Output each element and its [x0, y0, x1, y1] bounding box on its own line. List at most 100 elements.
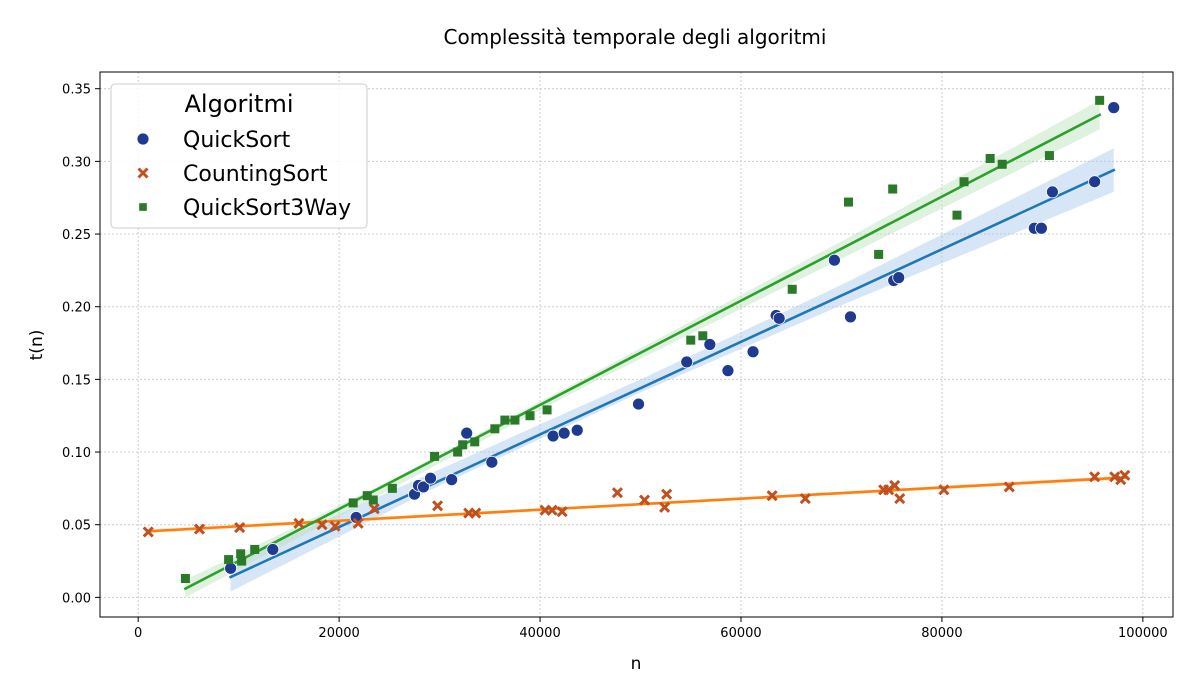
quicksort-point	[632, 397, 645, 411]
quicksort-point	[266, 543, 280, 556]
quicksort3way-point	[500, 415, 510, 425]
quicksort3way-point	[874, 249, 884, 259]
countingsort-point	[193, 523, 206, 535]
countingsort-point	[638, 494, 651, 506]
countingsort-point	[316, 519, 328, 531]
quicksort-legend-label: QuickSort	[183, 128, 291, 153]
quicksort3way-point	[368, 495, 378, 505]
quicksort3way-point	[888, 184, 898, 194]
quicksort3way-point	[236, 549, 246, 559]
quicksort-point	[892, 271, 906, 285]
x-tick-label: 80000	[921, 626, 962, 641]
quicksort-point	[844, 310, 857, 324]
y-tick-label: 0.35	[62, 83, 91, 98]
legend: Algoritmi QuickSortCountingSortQuickSort…	[110, 83, 368, 229]
x-tick-label: 20000	[318, 626, 359, 641]
x-tick-label: 60000	[720, 626, 761, 641]
countingsort-legend-label: CountingSort	[183, 162, 328, 187]
y-tick-label: 0.10	[62, 446, 91, 461]
quicksort3way-point	[985, 153, 995, 163]
y-axis-ticks: 0.00 0.05 0.10 0.15 0.20 0.25 0.30 0.35	[62, 83, 100, 606]
countingsort-point	[938, 484, 950, 496]
quicksort-point	[1034, 221, 1048, 235]
quicksort-point	[1088, 175, 1102, 189]
y-tick-label: 0.30	[62, 155, 91, 170]
quicksort3way-point	[430, 451, 440, 461]
quicksort-point	[424, 471, 437, 485]
quicksort-point	[1107, 101, 1121, 115]
quicksort-point	[460, 426, 474, 440]
quicksort-point	[224, 561, 238, 575]
quicksort3way-point	[997, 159, 1007, 169]
quicksort3way-point	[387, 483, 397, 493]
quicksort3way-confidence-band	[185, 100, 1100, 598]
quicksort3way-point	[453, 447, 463, 457]
countingsort-point	[142, 526, 154, 538]
quicksort3way-point	[525, 411, 535, 421]
quicksort3way-point	[952, 210, 962, 220]
quicksort3way-point	[787, 284, 797, 294]
quicksort3way-legend-label: QuickSort3Way	[183, 196, 351, 221]
countingsort-point	[1109, 471, 1121, 483]
quicksort3way-point	[1095, 95, 1105, 105]
countingsort-point	[766, 490, 778, 502]
quicksort-point	[445, 473, 459, 487]
countingsort-point	[894, 492, 906, 505]
countingsort-point	[234, 522, 246, 534]
y-axis-label: t(n)	[27, 330, 47, 361]
x-tick-label: 100000	[1118, 626, 1168, 641]
plot-frame	[99, 71, 1174, 618]
countingsort-point	[659, 501, 671, 513]
quicksort-fit-line	[228, 168, 1116, 579]
quicksort3way-point	[458, 440, 468, 450]
quicksort-legend-marker	[136, 132, 150, 146]
y-tick-label: 0.25	[62, 228, 91, 243]
quicksort3way-point	[959, 177, 969, 187]
x-axis-ticks: 0 20000 40000 60000 80000 100000	[134, 617, 1168, 641]
y-tick-label: 0.05	[62, 519, 91, 534]
quicksort3way-point	[698, 331, 708, 341]
y-tick-label: 0.15	[62, 373, 91, 388]
quicksort-point	[1046, 185, 1059, 199]
quicksort3way-point	[686, 335, 696, 345]
x-tick-label: 0	[134, 626, 142, 641]
y-tick-label: 0.20	[62, 301, 91, 316]
quicksort-point	[485, 455, 499, 469]
countingsort-point	[368, 503, 380, 515]
chart-title: Complessità temporale degli algoritmi	[444, 25, 827, 49]
countingsort-point	[556, 506, 568, 518]
countingsort-point	[470, 507, 482, 519]
quicksort-point	[721, 364, 735, 378]
countingsort-point	[546, 504, 558, 516]
quicksort3way-point	[1044, 151, 1054, 161]
legend-box	[110, 83, 368, 229]
quicksort-point	[546, 429, 560, 443]
grid	[100, 72, 1173, 617]
quicksort3way-point	[250, 544, 260, 554]
countingsort-point	[661, 488, 673, 500]
quicksort-point	[772, 311, 786, 325]
regression-lines	[146, 113, 1127, 591]
countingsort-point	[329, 520, 341, 532]
quicksort3way-point	[542, 405, 552, 415]
quicksort3way-point	[470, 437, 480, 447]
quicksort3way-point	[843, 197, 853, 207]
quicksort3way-fit-line	[183, 113, 1102, 591]
quicksort-point	[680, 355, 694, 369]
countingsort-point	[293, 517, 305, 529]
quicksort3way-point	[362, 491, 372, 501]
quicksort-point	[570, 423, 584, 437]
data-points	[142, 95, 1131, 583]
quicksort3way-point	[510, 415, 520, 425]
quicksort-point	[828, 253, 841, 267]
quicksort3way-legend-marker	[139, 203, 147, 211]
x-tick-label: 40000	[519, 626, 560, 641]
countingsort-point	[889, 479, 901, 492]
quicksort-point	[746, 345, 760, 359]
countingsort-legend-marker	[137, 167, 149, 179]
countingsort-point	[1089, 471, 1101, 483]
quicksort3way-point	[180, 573, 190, 583]
quicksort-point	[557, 426, 571, 440]
y-tick-label: 0.00	[62, 591, 91, 606]
quicksort3way-point	[237, 556, 247, 566]
